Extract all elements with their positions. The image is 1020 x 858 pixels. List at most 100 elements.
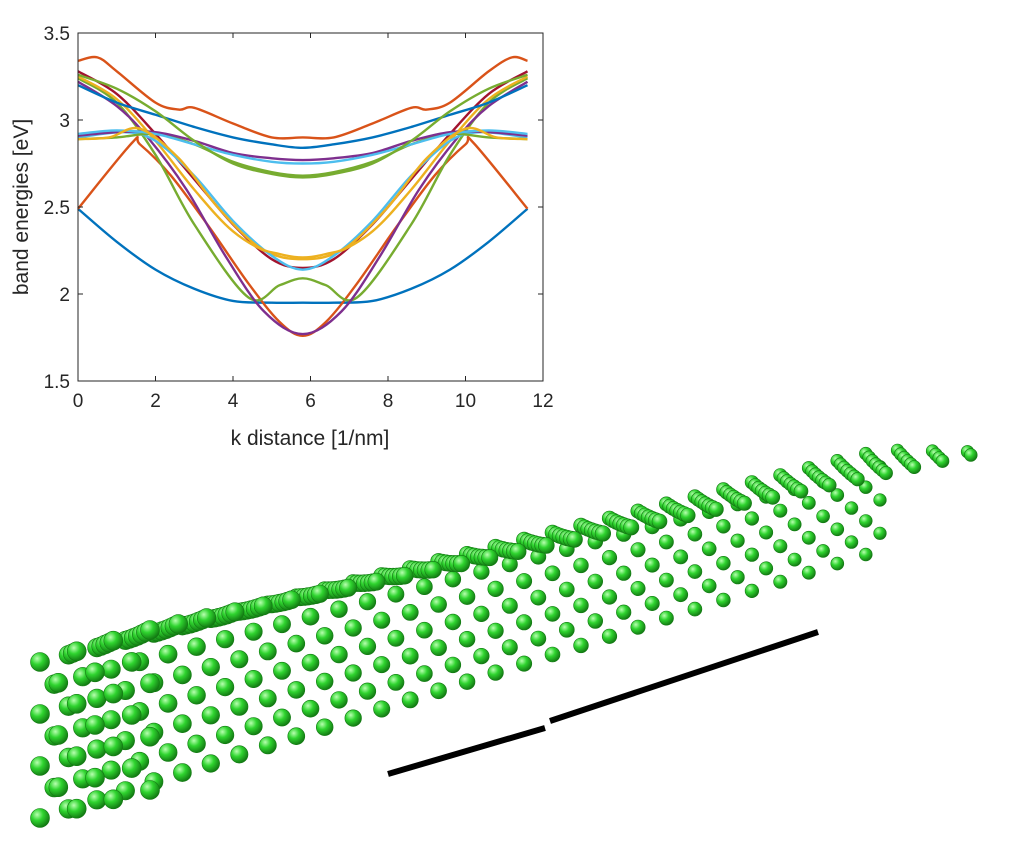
- atom: [444, 613, 462, 631]
- atom: [30, 704, 50, 724]
- atom: [430, 596, 447, 613]
- atom: [330, 600, 348, 618]
- atom: [401, 647, 419, 665]
- atom: [816, 544, 830, 558]
- atom: [310, 584, 329, 603]
- atom: [530, 630, 547, 647]
- atom: [830, 488, 845, 502]
- atom: [458, 588, 476, 605]
- atom: [48, 725, 69, 745]
- atom: [244, 670, 263, 689]
- atom: [216, 630, 235, 649]
- atom: [85, 767, 105, 788]
- atom: [244, 717, 263, 736]
- atom: [101, 710, 121, 730]
- atom: [850, 472, 865, 487]
- atom: [458, 673, 476, 690]
- atom: [616, 565, 632, 581]
- atom: [516, 573, 533, 590]
- atom: [587, 613, 603, 629]
- atom: [168, 614, 189, 634]
- atom: [544, 606, 561, 622]
- atom: [301, 699, 320, 718]
- atom: [516, 614, 533, 631]
- atom: [964, 448, 978, 462]
- atom: [85, 662, 105, 683]
- atom: [187, 637, 206, 656]
- atom: [140, 780, 160, 800]
- atom: [201, 754, 220, 773]
- atom: [316, 627, 334, 645]
- atom: [659, 534, 674, 550]
- atom: [773, 574, 788, 589]
- atom: [907, 460, 922, 474]
- atom: [344, 619, 362, 637]
- atom: [935, 454, 950, 468]
- atom: [358, 682, 377, 700]
- atom: [487, 622, 504, 639]
- atom: [66, 746, 87, 767]
- atom: [537, 537, 555, 554]
- atom: [773, 539, 788, 554]
- atom: [759, 561, 774, 576]
- atom: [573, 637, 589, 654]
- atom: [487, 664, 504, 681]
- atom: [87, 688, 107, 708]
- atom: [659, 572, 674, 588]
- y-tick-label-4: 3.5: [44, 24, 70, 45]
- atom: [230, 697, 249, 716]
- y-tick-label-0: 1.5: [44, 372, 70, 393]
- nanowire-atomistic-render: [30, 443, 978, 828]
- atom: [416, 621, 433, 639]
- atom: [773, 503, 788, 518]
- atom: [844, 501, 859, 515]
- atom: [273, 708, 291, 727]
- y-tick-label-1: 2: [59, 285, 70, 306]
- atom: [708, 501, 724, 517]
- atom: [244, 622, 263, 641]
- atom: [330, 645, 348, 664]
- scale-bar-left: [387, 725, 546, 777]
- band-line-13: [77, 73, 528, 179]
- atom: [801, 565, 816, 580]
- atom: [830, 556, 845, 571]
- atom: [358, 593, 377, 611]
- atom: [644, 596, 660, 612]
- x-tick-label-1: 2: [150, 391, 161, 412]
- y-axis-label: band energies [eV]: [10, 119, 33, 295]
- atom: [103, 630, 124, 651]
- atom: [416, 665, 433, 682]
- atom: [373, 656, 391, 674]
- atom: [330, 691, 348, 709]
- atom: [216, 725, 235, 745]
- atom: [859, 514, 873, 528]
- band-line-7: [77, 130, 528, 271]
- x-tick-label-3: 6: [305, 391, 316, 412]
- atom: [765, 489, 781, 505]
- atom: [201, 658, 220, 677]
- band-structure-chart: 0 2 4 6 8 10 12 1.5 2 2.5 3 3.5 k distance [1/nm] b…: [10, 24, 554, 450]
- y-tick-label-3: 3: [59, 111, 70, 132]
- atom: [816, 509, 830, 524]
- atom: [744, 511, 760, 526]
- atom: [344, 664, 362, 682]
- atom: [630, 581, 646, 597]
- atom: [395, 566, 414, 585]
- atom: [103, 789, 124, 810]
- atom: [258, 642, 277, 661]
- atom-lattice: [30, 443, 978, 828]
- atom: [187, 686, 206, 705]
- atom: [730, 533, 745, 548]
- atom: [601, 589, 618, 605]
- atom: [48, 777, 69, 798]
- atom: [630, 619, 646, 635]
- atom: [101, 760, 121, 780]
- atom: [487, 580, 504, 597]
- atom: [66, 693, 87, 714]
- atom: [301, 607, 320, 626]
- x-tick-label-5: 10: [455, 391, 476, 412]
- x-tick-label-6: 12: [532, 391, 553, 412]
- atom: [66, 798, 87, 819]
- band-line-11: [77, 130, 528, 162]
- atom: [85, 715, 105, 735]
